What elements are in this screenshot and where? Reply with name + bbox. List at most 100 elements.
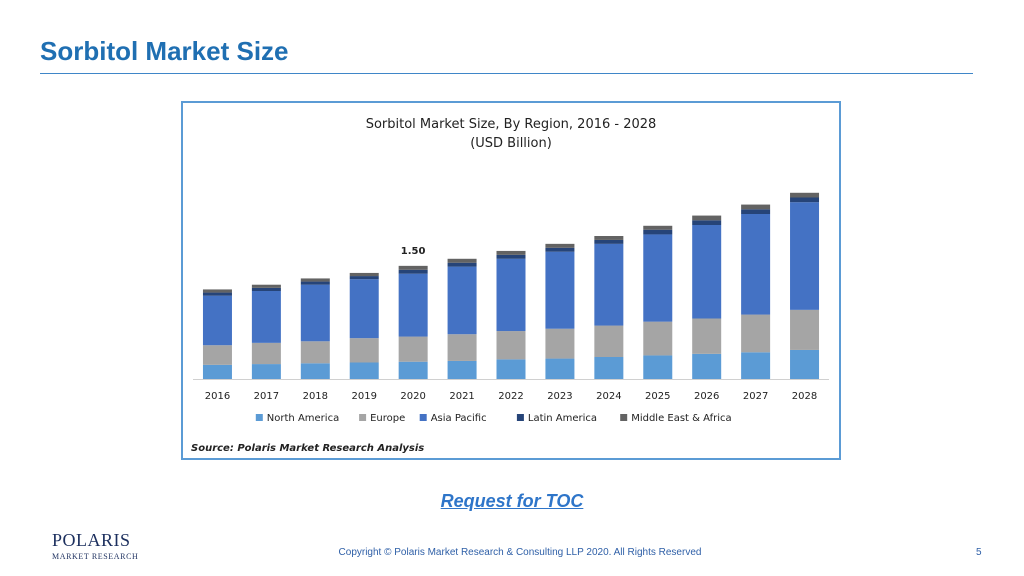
bar-middle-east-africa-2028 bbox=[790, 192, 820, 198]
legend-swatch-asia-pacific bbox=[419, 414, 427, 421]
chart-frame: Sorbitol Market Size, By Region, 2016 - … bbox=[181, 101, 841, 460]
bar-north-america-2017 bbox=[251, 364, 281, 379]
bar-asia-pacific-2017 bbox=[251, 291, 281, 343]
logo-sub-text: MARKET RESEARCH bbox=[52, 552, 139, 561]
x-tick-label-2027: 2027 bbox=[743, 391, 768, 402]
bar-asia-pacific-2018 bbox=[300, 284, 330, 342]
bar-north-america-2024 bbox=[594, 357, 624, 379]
bar-asia-pacific-2024 bbox=[594, 243, 624, 326]
bar-middle-east-africa-2027 bbox=[741, 204, 771, 210]
x-tick-label-2028: 2028 bbox=[792, 391, 817, 402]
bar-north-america-2025 bbox=[643, 355, 673, 379]
bar-asia-pacific-2026 bbox=[692, 225, 722, 319]
bar-latin-america-2017 bbox=[251, 287, 281, 291]
bar-north-america-2016 bbox=[202, 364, 232, 379]
logo-main-text: POLARIS bbox=[52, 530, 131, 550]
bar-latin-america-2025 bbox=[643, 229, 673, 235]
x-tick-label-2025: 2025 bbox=[645, 391, 670, 402]
bar-latin-america-2028 bbox=[790, 197, 820, 203]
bar-europe-2022 bbox=[496, 331, 526, 360]
bar-latin-america-2024 bbox=[594, 239, 624, 244]
bar-europe-2018 bbox=[300, 341, 330, 364]
legend-label-asia-pacific: Asia Pacific bbox=[431, 413, 487, 424]
bar-north-america-2022 bbox=[496, 359, 526, 379]
bar-asia-pacific-2021 bbox=[447, 266, 477, 335]
bar-europe-2019 bbox=[349, 338, 379, 363]
x-tick-label-2016: 2016 bbox=[205, 391, 230, 402]
bar-europe-2021 bbox=[447, 334, 477, 361]
chart-title: Sorbitol Market Size, By Region, 2016 - … bbox=[365, 117, 657, 132]
bar-middle-east-africa-2017 bbox=[251, 284, 281, 288]
chart-subtitle: (USD Billion) bbox=[470, 136, 552, 151]
bar-latin-america-2023 bbox=[545, 247, 575, 252]
bar-europe-2016 bbox=[202, 345, 232, 365]
stacked-bar-chart: 2016 2017 2018 2019 2020 2021 2022 2023 2024 2025… bbox=[193, 192, 829, 424]
bar-asia-pacific-2022 bbox=[496, 258, 526, 332]
bar-latin-america-2020 bbox=[398, 269, 428, 274]
x-tick-label-2018: 2018 bbox=[303, 391, 328, 402]
bar-middle-east-africa-2019 bbox=[349, 272, 379, 277]
bar-north-america-2026 bbox=[692, 353, 722, 379]
x-tick-label-2023: 2023 bbox=[547, 391, 572, 402]
bar-latin-america-2016 bbox=[202, 292, 232, 296]
bar-north-america-2023 bbox=[545, 358, 575, 379]
bar-asia-pacific-2028 bbox=[790, 202, 820, 310]
bar-middle-east-africa-2023 bbox=[545, 243, 575, 248]
bar-north-america-2020 bbox=[398, 361, 428, 379]
bar-latin-america-2019 bbox=[349, 276, 379, 280]
legend-label-europe: Europe bbox=[370, 413, 405, 424]
legend-label-middle-east-africa: Middle East & Africa bbox=[631, 413, 731, 424]
bar-europe-2026 bbox=[692, 318, 722, 354]
bar-asia-pacific-2020 bbox=[398, 273, 428, 337]
bar-asia-pacific-2027 bbox=[741, 214, 771, 315]
bar-latin-america-2022 bbox=[496, 254, 526, 259]
bar-middle-east-africa-2018 bbox=[300, 278, 330, 282]
bar-europe-2017 bbox=[251, 342, 281, 365]
bar-middle-east-africa-2024 bbox=[594, 236, 624, 240]
bar-middle-east-africa-2016 bbox=[202, 289, 232, 293]
bar-latin-america-2021 bbox=[447, 262, 477, 267]
bar-europe-2027 bbox=[741, 314, 771, 353]
bar-latin-america-2026 bbox=[692, 220, 722, 225]
bar-europe-2028 bbox=[790, 309, 820, 350]
bar-asia-pacific-2019 bbox=[349, 279, 379, 339]
legend-label-north-america: North America bbox=[267, 413, 339, 424]
bar-asia-pacific-2025 bbox=[643, 234, 673, 322]
legend-swatch-europe bbox=[359, 414, 367, 421]
bar-north-america-2028 bbox=[790, 349, 820, 379]
bar-north-america-2018 bbox=[300, 363, 330, 379]
bar-latin-america-2018 bbox=[300, 281, 330, 285]
bar-latin-america-2027 bbox=[741, 209, 771, 214]
copyright-text: Copyright © Polaris Market Research & Co… bbox=[338, 547, 702, 558]
bar-middle-east-africa-2025 bbox=[643, 225, 673, 230]
bar-middle-east-africa-2020 bbox=[398, 265, 428, 270]
bar-north-america-2027 bbox=[741, 352, 771, 379]
bar-middle-east-africa-2022 bbox=[496, 250, 526, 255]
x-tick-label-2022: 2022 bbox=[498, 391, 523, 402]
title-divider bbox=[40, 73, 973, 74]
bar-europe-2025 bbox=[643, 321, 673, 356]
slide-title: Sorbitol Market Size bbox=[40, 36, 289, 66]
data-label-2020: 1.50 bbox=[401, 246, 426, 257]
bar-middle-east-africa-2021 bbox=[447, 258, 477, 263]
x-tick-label-2017: 2017 bbox=[254, 391, 279, 402]
legend-label-latin-america: Latin America bbox=[528, 413, 597, 424]
x-tick-label-2019: 2019 bbox=[352, 391, 377, 402]
legend-swatch-latin-america bbox=[516, 414, 524, 421]
x-tick-label-2026: 2026 bbox=[694, 391, 719, 402]
request-toc-link[interactable]: Request for TOC bbox=[440, 491, 584, 511]
bar-asia-pacific-2023 bbox=[545, 251, 575, 329]
bar-europe-2023 bbox=[545, 328, 575, 359]
bar-north-america-2021 bbox=[447, 360, 477, 379]
bar-europe-2020 bbox=[398, 336, 428, 362]
page-number: 5 bbox=[976, 547, 982, 558]
legend-swatch-middle-east-africa bbox=[620, 414, 628, 421]
x-tick-label-2021: 2021 bbox=[449, 391, 474, 402]
polaris-logo: POLARIS MARKET RESEARCH bbox=[52, 530, 138, 564]
bar-middle-east-africa-2026 bbox=[692, 215, 722, 221]
bar-asia-pacific-2016 bbox=[202, 295, 232, 346]
x-tick-label-2024: 2024 bbox=[596, 391, 621, 402]
chart-source: Source: Polaris Market Research Analysis bbox=[191, 443, 425, 454]
bar-europe-2024 bbox=[594, 325, 624, 357]
legend-swatch-north-america bbox=[255, 414, 263, 421]
